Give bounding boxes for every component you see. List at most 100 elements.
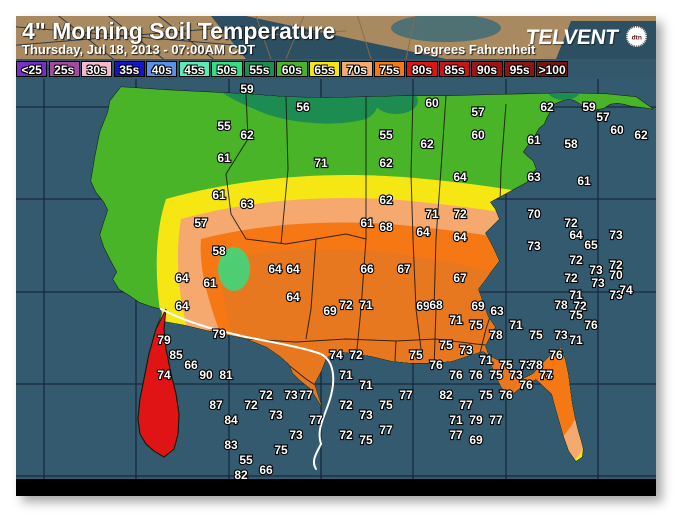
svg-text:73: 73 (359, 408, 373, 422)
svg-text:75: 75 (569, 308, 583, 322)
svg-text:76: 76 (549, 348, 563, 362)
svg-text:64: 64 (175, 271, 189, 285)
svg-text:59: 59 (582, 100, 596, 114)
svg-text:78: 78 (554, 298, 568, 312)
svg-text:73: 73 (554, 328, 568, 342)
svg-text:55: 55 (379, 128, 393, 142)
svg-text:64: 64 (175, 299, 189, 313)
svg-text:77: 77 (539, 368, 553, 382)
svg-text:64: 64 (286, 290, 300, 304)
svg-text:71: 71 (425, 207, 439, 221)
svg-text:67: 67 (453, 271, 467, 285)
svg-text:69: 69 (471, 299, 485, 313)
svg-text:59: 59 (240, 82, 254, 96)
svg-text:82: 82 (439, 388, 453, 402)
svg-text:69: 69 (323, 304, 337, 318)
svg-text:75: 75 (489, 368, 503, 382)
svg-text:66: 66 (360, 262, 374, 276)
svg-text:60: 60 (471, 128, 485, 142)
svg-text:71: 71 (359, 298, 373, 312)
svg-text:71: 71 (339, 368, 353, 382)
svg-text:62: 62 (540, 100, 554, 114)
svg-text:68: 68 (379, 220, 393, 234)
svg-text:57: 57 (194, 216, 208, 230)
svg-text:76: 76 (519, 378, 533, 392)
svg-text:56: 56 (296, 100, 310, 114)
svg-text:66: 66 (184, 358, 198, 372)
svg-text:62: 62 (634, 128, 648, 142)
svg-text:71: 71 (449, 313, 463, 327)
svg-text:69: 69 (469, 433, 483, 447)
svg-text:75: 75 (439, 338, 453, 352)
svg-text:55: 55 (239, 453, 253, 467)
svg-text:71: 71 (569, 288, 583, 302)
svg-text:74: 74 (157, 368, 171, 382)
svg-text:75: 75 (359, 433, 373, 447)
svg-text:73: 73 (284, 388, 298, 402)
svg-text:60: 60 (610, 123, 624, 137)
svg-text:75: 75 (409, 348, 423, 362)
svg-text:77: 77 (379, 423, 393, 437)
svg-text:72: 72 (569, 253, 583, 267)
svg-text:71: 71 (509, 318, 523, 332)
svg-text:76: 76 (584, 318, 598, 332)
svg-text:79: 79 (469, 413, 483, 427)
svg-text:75: 75 (274, 443, 288, 457)
svg-text:71: 71 (479, 353, 493, 367)
svg-text:60: 60 (425, 96, 439, 110)
svg-text:61: 61 (212, 188, 226, 202)
svg-text:74: 74 (619, 283, 633, 297)
svg-text:73: 73 (269, 408, 283, 422)
svg-text:71: 71 (314, 156, 328, 170)
svg-text:71: 71 (449, 413, 463, 427)
svg-text:73: 73 (591, 276, 605, 290)
svg-text:76: 76 (449, 368, 463, 382)
svg-text:72: 72 (339, 428, 353, 442)
svg-text:61: 61 (527, 133, 541, 147)
svg-text:67: 67 (397, 262, 411, 276)
svg-text:84: 84 (224, 413, 238, 427)
svg-text:72: 72 (339, 298, 353, 312)
svg-text:70: 70 (527, 207, 541, 221)
svg-text:63: 63 (490, 304, 504, 318)
svg-text:85: 85 (169, 348, 183, 362)
svg-text:55: 55 (217, 119, 231, 133)
svg-text:57: 57 (596, 110, 610, 124)
svg-text:70: 70 (609, 268, 623, 282)
svg-text:58: 58 (564, 137, 578, 151)
svg-text:72: 72 (564, 271, 578, 285)
svg-text:64: 64 (286, 262, 300, 276)
svg-text:79: 79 (212, 327, 226, 341)
svg-text:58: 58 (212, 244, 226, 258)
svg-text:68: 68 (429, 298, 443, 312)
svg-text:72: 72 (244, 398, 258, 412)
svg-text:63: 63 (240, 197, 254, 211)
svg-text:61: 61 (203, 276, 217, 290)
svg-text:64: 64 (453, 170, 467, 184)
svg-text:63: 63 (527, 170, 541, 184)
svg-text:71: 71 (359, 378, 373, 392)
svg-text:73: 73 (459, 343, 473, 357)
svg-text:77: 77 (489, 413, 503, 427)
svg-text:75: 75 (479, 388, 493, 402)
svg-text:62: 62 (379, 193, 393, 207)
svg-text:73: 73 (289, 428, 303, 442)
svg-text:72: 72 (339, 398, 353, 412)
svg-text:75: 75 (529, 328, 543, 342)
svg-text:74: 74 (329, 348, 343, 362)
svg-text:77: 77 (459, 398, 473, 412)
svg-text:72: 72 (453, 207, 467, 221)
svg-text:dtn: dtn (632, 34, 642, 41)
svg-text:77: 77 (309, 413, 323, 427)
svg-text:64: 64 (453, 230, 467, 244)
svg-text:72: 72 (349, 348, 363, 362)
svg-text:76: 76 (429, 358, 443, 372)
svg-text:83: 83 (224, 438, 238, 452)
svg-text:64: 64 (569, 228, 583, 242)
svg-text:64: 64 (416, 225, 430, 239)
svg-text:66: 66 (259, 463, 273, 477)
svg-text:77: 77 (449, 428, 463, 442)
svg-text:90: 90 (199, 368, 213, 382)
svg-text:73: 73 (589, 263, 603, 277)
svg-text:65: 65 (584, 238, 598, 252)
